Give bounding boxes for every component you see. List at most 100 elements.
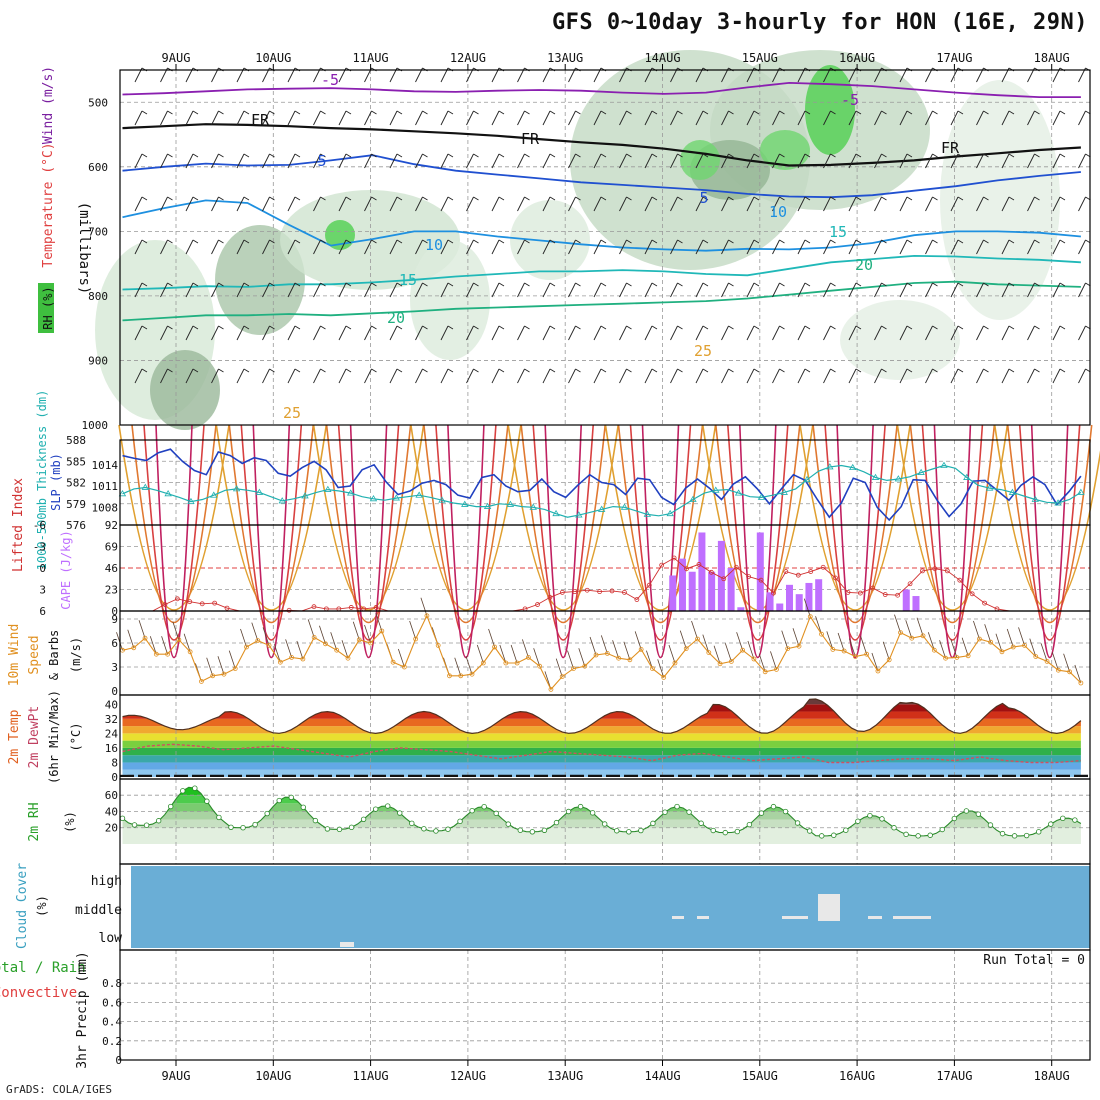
wind-barb xyxy=(491,325,500,341)
rh-point xyxy=(493,810,499,817)
wind10-point xyxy=(943,655,948,661)
li-point xyxy=(584,587,590,593)
wind10-point xyxy=(153,651,159,657)
warm-contour xyxy=(629,424,692,641)
wind10-point xyxy=(435,643,441,648)
wind-barb xyxy=(134,110,143,126)
x-tick-bottom: 12AUG xyxy=(450,1069,486,1083)
wind-barb xyxy=(983,110,989,115)
wind10-point xyxy=(492,644,497,650)
x-tick-top: 16AUG xyxy=(839,51,875,65)
wind-barb xyxy=(218,239,224,244)
wind-barb xyxy=(677,282,683,287)
wind10-point xyxy=(514,660,520,666)
temp-line xyxy=(122,698,1082,735)
wind10-point xyxy=(977,636,982,642)
rh-point xyxy=(963,808,970,814)
li-point xyxy=(969,591,975,597)
temp-band xyxy=(122,733,1081,741)
wind-barb xyxy=(932,282,938,287)
wind-barb xyxy=(1034,368,1040,373)
rh-point xyxy=(1072,817,1078,823)
wind-barb xyxy=(498,325,505,330)
wind-barb xyxy=(473,368,479,373)
wind-barb xyxy=(320,196,326,201)
wind-barb xyxy=(141,368,148,373)
wind-barb xyxy=(192,325,199,330)
wind-barb xyxy=(262,325,270,341)
wind-barb xyxy=(287,110,296,126)
li-tick: -3 xyxy=(33,541,46,554)
wind10-point xyxy=(221,671,227,677)
wind-barb xyxy=(1059,196,1066,201)
wind-barb xyxy=(542,196,551,212)
wind-barb xyxy=(830,110,836,115)
wind-barb xyxy=(1078,368,1086,384)
ylabel-rh: RH (%) xyxy=(41,286,55,329)
wind-barb-10m xyxy=(894,614,901,633)
wind-barb xyxy=(881,282,887,287)
wind-barb xyxy=(575,368,581,373)
wind-barb xyxy=(855,368,862,373)
wind-barb xyxy=(389,325,398,341)
wind-barb-10m xyxy=(736,632,744,651)
wind-barb xyxy=(542,325,551,341)
wind10-point xyxy=(1044,659,1050,664)
precip-tick: 0.4 xyxy=(102,1016,122,1029)
li-point xyxy=(199,601,205,607)
wind-barb-10m xyxy=(420,597,428,616)
rh-point xyxy=(264,810,270,817)
wind-barb xyxy=(141,282,148,287)
wind-barb xyxy=(134,282,143,298)
wind-barb xyxy=(243,325,250,330)
wind-barb xyxy=(447,153,454,158)
thickness-point xyxy=(552,509,560,517)
x-tick-top: 17AUG xyxy=(936,51,972,65)
cape-tick: 92 xyxy=(105,519,118,532)
wind-barb xyxy=(466,368,474,384)
wind-barb xyxy=(957,282,964,287)
wind10-point xyxy=(920,633,926,639)
wind-barb xyxy=(491,196,500,212)
wind-barb xyxy=(899,282,908,298)
li-point xyxy=(535,602,540,607)
rh-point xyxy=(951,815,958,822)
wind-barb xyxy=(338,368,347,384)
li-point xyxy=(895,592,901,598)
wind-barb xyxy=(881,196,887,201)
wind-barb xyxy=(848,282,857,298)
wind-barb-10m xyxy=(567,650,574,669)
wind-barb xyxy=(167,110,173,115)
cape-bar xyxy=(815,579,823,611)
warm-contour xyxy=(252,424,291,659)
rh-point xyxy=(843,827,849,833)
wind-barb xyxy=(294,325,301,330)
wind-barb xyxy=(932,110,938,115)
wind-barb xyxy=(950,196,959,212)
wind-barb xyxy=(1001,239,1010,255)
wind-barb xyxy=(243,282,250,287)
cape-tick: 46 xyxy=(105,562,118,575)
wind-barb xyxy=(1001,153,1010,169)
wind-barb xyxy=(830,196,836,201)
wind-barb xyxy=(677,153,683,158)
wind-barb xyxy=(211,110,219,126)
precip-tick: 0.2 xyxy=(102,1035,122,1048)
contour-label: FR xyxy=(521,130,540,148)
temp-band xyxy=(122,726,1081,734)
wind-barb-10m xyxy=(409,620,417,640)
wind-barb xyxy=(389,368,398,384)
wind-barb xyxy=(236,196,245,212)
contour-label: 15 xyxy=(829,223,847,241)
cape-bar xyxy=(776,603,784,611)
wind-barb xyxy=(957,153,964,158)
wind-barb xyxy=(804,196,811,201)
rh-point xyxy=(891,825,897,831)
x-tick-top: 13AUG xyxy=(547,51,583,65)
wind-barb xyxy=(568,153,576,169)
wind-barb xyxy=(593,239,602,255)
rh-shade xyxy=(760,130,810,170)
wind-barb xyxy=(932,153,938,158)
wind-barb-10m xyxy=(555,658,563,677)
wind-barb xyxy=(269,368,275,373)
